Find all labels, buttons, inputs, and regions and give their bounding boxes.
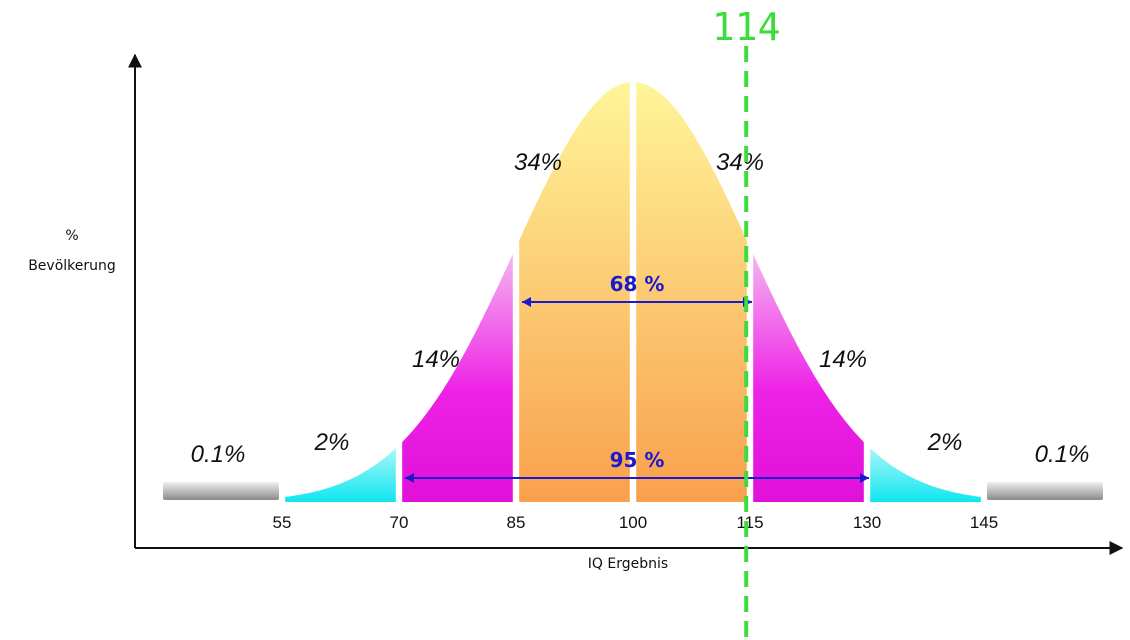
range-arrow-head-right (860, 473, 869, 483)
curve-segment (519, 82, 630, 502)
x-tick-labels: 55 70 85 100 115 130 145 (273, 513, 999, 532)
score-marker: 114 (712, 5, 781, 640)
range-arrow-head-left (405, 473, 414, 483)
segment-percent-label: 34% (716, 149, 764, 176)
tail-bars (163, 482, 1103, 500)
segment-percent-labels: 0.1% 2% 14% 34% 34% 14% 2% 0.1% (191, 149, 1090, 468)
x-tick-label: 100 (619, 513, 647, 532)
tail-bar (987, 482, 1103, 500)
curve-segments (285, 82, 981, 502)
segment-percent-label: 2% (927, 429, 963, 456)
curve-segment (402, 254, 513, 502)
y-axis-title-line2: Bevölkerung (28, 258, 116, 274)
x-tick-label: 85 (507, 513, 526, 532)
segment-percent-label: 14% (819, 346, 867, 373)
x-axis-title: IQ Ergebnis (588, 556, 668, 572)
score-marker-label: 114 (712, 5, 781, 49)
range-arrow-head-left (522, 297, 531, 307)
curve-segment (285, 448, 396, 502)
x-tick-label: 115 (736, 513, 763, 532)
range-label: 95 % (610, 448, 665, 472)
x-tick-label: 70 (390, 513, 409, 532)
segment-percent-label: 34% (514, 149, 562, 176)
y-axis-title-line1: % (65, 228, 78, 244)
curve-segment (636, 82, 747, 502)
segment-percent-label: 0.1% (191, 441, 246, 468)
x-tick-label: 145 (970, 513, 998, 532)
x-tick-label: 55 (273, 513, 292, 532)
segment-percent-label: 2% (314, 429, 350, 456)
range-label: 68 % (610, 272, 665, 296)
tail-bar (163, 482, 279, 500)
segment-percent-label: 0.1% (1035, 441, 1090, 468)
curve-segment (870, 448, 981, 502)
x-tick-label: 130 (853, 513, 881, 532)
curve-segment (753, 254, 864, 502)
segment-percent-label: 14% (412, 346, 460, 373)
